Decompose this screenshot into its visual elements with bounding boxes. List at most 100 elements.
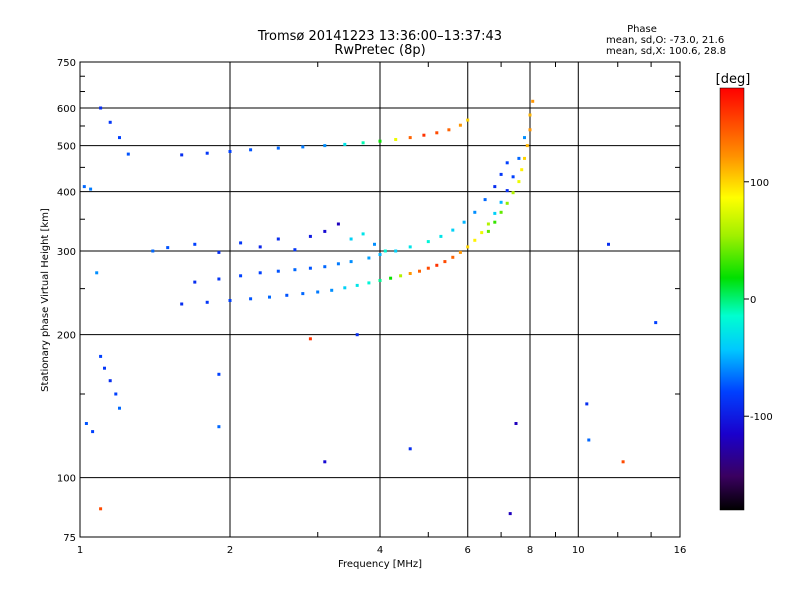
data-point <box>505 201 509 205</box>
data-point <box>426 266 430 270</box>
data-point <box>511 175 515 179</box>
data-point <box>587 438 591 442</box>
x-tick-label: 1 <box>77 545 83 556</box>
data-point <box>367 281 371 285</box>
data-point <box>308 266 312 270</box>
grid-lines <box>80 62 680 537</box>
data-point <box>408 272 412 275</box>
data-point <box>435 131 439 135</box>
y-tick-label: 75 <box>63 533 76 544</box>
colorbar-ticks: 100 0 -100 <box>744 178 773 423</box>
data-point <box>336 222 340 226</box>
y-tick-label: 400 <box>57 188 76 199</box>
data-point <box>151 249 155 253</box>
data-point <box>228 150 232 153</box>
data-point <box>499 200 503 204</box>
data-point <box>451 255 455 259</box>
data-point <box>367 256 371 260</box>
data-point <box>458 250 462 254</box>
data-point <box>249 297 253 301</box>
data-point <box>99 507 103 511</box>
phase-stats: Phase mean, sd,O: -73.0, 21.6 mean, sd,X… <box>606 24 726 57</box>
data-point <box>118 406 121 410</box>
data-point <box>114 392 118 396</box>
data-point <box>378 253 382 256</box>
data-point <box>466 118 470 122</box>
data-point <box>349 260 353 264</box>
y-tick-label: 300 <box>57 247 76 258</box>
data-point <box>505 161 509 165</box>
data-point <box>508 512 512 516</box>
data-point <box>349 237 353 241</box>
data-point <box>285 293 289 297</box>
y-axis-ticks: 75 100 200 300 400 500 600 750 <box>57 58 680 544</box>
data-point <box>378 139 382 143</box>
data-point <box>330 288 334 292</box>
data-point <box>258 271 262 275</box>
data-point <box>439 234 443 238</box>
y-tick-label: 600 <box>57 104 76 115</box>
x-axis-ticks: 1 2 4 6 8 10 16 <box>77 62 687 556</box>
data-point <box>108 120 112 124</box>
data-point <box>108 379 112 383</box>
data-point <box>378 279 382 282</box>
data-point <box>228 299 232 302</box>
data-point <box>480 231 484 235</box>
data-point <box>514 422 518 425</box>
data-point <box>499 210 503 214</box>
data-point <box>523 136 526 140</box>
data-point <box>473 210 477 214</box>
data-point <box>483 198 487 202</box>
data-point <box>323 144 327 148</box>
data-point <box>276 237 280 241</box>
data-point <box>520 168 524 172</box>
data-point <box>239 274 243 278</box>
data-point <box>118 136 121 140</box>
data-point <box>205 300 209 304</box>
stats-heading: Phase <box>627 24 657 35</box>
data-point <box>336 262 340 266</box>
data-point <box>323 229 327 233</box>
data-point <box>462 220 466 224</box>
data-points <box>82 99 658 516</box>
y-tick-label: 100 <box>57 474 76 485</box>
data-point <box>343 286 347 290</box>
chart-title: Tromsø 20141223 13:36:00–13:37:43 <box>257 29 502 44</box>
data-point <box>276 269 280 273</box>
data-point <box>493 185 497 189</box>
data-point <box>276 146 280 150</box>
data-point <box>217 425 221 429</box>
data-point <box>99 354 103 358</box>
data-point <box>607 242 610 246</box>
x-tick-label: 6 <box>465 545 471 556</box>
x-tick-label: 16 <box>674 545 687 556</box>
data-point <box>517 180 521 184</box>
data-point <box>499 172 503 176</box>
stats-x-mode: mean, sd,X: 100.6, 28.8 <box>606 46 726 57</box>
data-point <box>126 152 130 156</box>
data-point <box>447 128 451 132</box>
data-point <box>399 274 403 278</box>
data-point <box>466 245 470 249</box>
data-point <box>361 232 365 236</box>
y-tick-label: 200 <box>57 331 76 342</box>
data-point <box>91 430 95 434</box>
data-point <box>217 250 221 254</box>
data-point <box>517 156 521 160</box>
data-point <box>258 245 262 249</box>
data-point <box>82 185 86 189</box>
data-point <box>301 292 305 296</box>
data-point <box>493 211 497 215</box>
data-point <box>422 133 426 137</box>
data-point <box>301 145 305 149</box>
data-point <box>180 302 184 306</box>
data-point <box>166 246 170 250</box>
data-point <box>654 321 658 325</box>
data-point <box>323 460 327 464</box>
colorbar-tick-label: 100 <box>750 178 769 189</box>
data-point <box>217 372 221 376</box>
data-point <box>511 191 515 195</box>
y-tick-label: 500 <box>57 142 76 153</box>
x-tick-label: 10 <box>572 545 585 556</box>
